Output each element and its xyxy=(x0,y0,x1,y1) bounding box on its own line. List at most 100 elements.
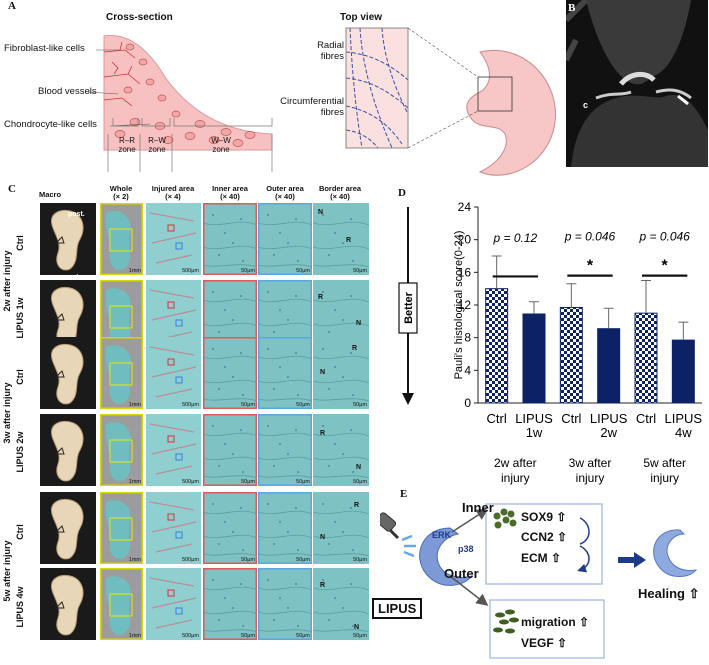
p38-label: p38 xyxy=(458,544,474,554)
y-tick-label: 12 xyxy=(458,298,472,312)
panel-label-c: C xyxy=(8,183,16,195)
scale-bar-label: 50μm xyxy=(353,479,367,485)
col-outer: Outer area (× 40) xyxy=(266,184,304,201)
scale-bar-label: 500μm xyxy=(182,557,199,563)
fibroblast-cluster-icon xyxy=(493,609,519,634)
cross-section-title: Cross-section xyxy=(106,12,173,23)
histology-tile: 50μm xyxy=(313,203,369,275)
scale-bar-label: 50μm xyxy=(241,268,255,274)
zone-ww-label: W–W zone xyxy=(211,136,231,154)
zone-brackets xyxy=(107,118,273,172)
scale-bar-label: 500μm xyxy=(182,402,199,408)
histology-tile: 50μm xyxy=(258,414,312,486)
x-tick-label: Ctrl xyxy=(487,411,507,426)
scale-bar-label: 50μm xyxy=(353,268,367,274)
y-tick-label: 0 xyxy=(464,396,471,410)
tissue-letter: N xyxy=(354,624,360,631)
scale-bar-label: 1mm xyxy=(128,557,141,563)
x-tick-label: Ctrl xyxy=(561,411,581,426)
tissue-letter: R xyxy=(320,430,326,437)
sox9-label: SOX9 ⇧ xyxy=(521,510,567,524)
y-tick-label: 8 xyxy=(464,331,471,345)
histology-tile: 500μm xyxy=(146,492,201,564)
x-tick-label: 2w xyxy=(600,425,617,440)
histology-tile: 1mm xyxy=(100,492,143,564)
blood-vessels-label: Blood vessels xyxy=(38,86,97,97)
better-arrow-head xyxy=(402,393,414,405)
histology-tile: 1mm xyxy=(100,337,143,409)
group-label: 2w after xyxy=(494,456,537,470)
histology-tile: 1mm xyxy=(100,568,143,640)
histology-tile: 50μm xyxy=(313,492,369,564)
scale-bar-label: 50μm xyxy=(296,633,310,639)
group-label: injury xyxy=(650,471,679,485)
histology-tile xyxy=(40,568,96,640)
inner-label: Inner xyxy=(462,500,494,515)
fibre-box xyxy=(345,27,409,149)
histology-tile: 50μm xyxy=(258,337,312,409)
scale-bar-label: 1mm xyxy=(128,268,141,274)
panel-label-a: A xyxy=(8,0,16,12)
panel-b-mri: B c xyxy=(566,0,708,167)
bar-chart: 0 4 8 12 16 20 24 Pauli's histological score(0-… xyxy=(398,200,702,485)
group-label-3w: 3w after injury xyxy=(2,382,12,444)
better-label: Better xyxy=(403,291,415,324)
zone-rw-label: R–W zone xyxy=(148,136,166,154)
scale-bar-label: 1mm xyxy=(128,402,141,408)
pathway-diagram xyxy=(380,503,698,659)
macro-ant-label: ant. xyxy=(68,274,81,281)
x-tick-label: 4w xyxy=(675,425,692,440)
scale-bar-label: 500μm xyxy=(182,479,199,485)
y-tick-label: 20 xyxy=(458,233,472,247)
tissue-letter: N xyxy=(320,369,326,376)
lipus-box: LIPUS xyxy=(372,598,423,619)
zoom-box xyxy=(477,76,513,112)
scale-bar-label: 50μm xyxy=(241,633,255,639)
scale-bar-label: 1mm xyxy=(128,479,141,485)
tissue-letter: R xyxy=(318,294,324,301)
y-tick-label: 16 xyxy=(458,265,472,279)
histology-tile: 50μm xyxy=(313,337,369,409)
vegf-label: VEGF ⇧ xyxy=(521,636,568,650)
histology-tile: 1mm xyxy=(100,414,143,486)
significance-star: * xyxy=(662,258,669,275)
scale-bar-label: 50μm xyxy=(241,557,255,563)
histology-tile: 50μm xyxy=(258,568,312,640)
histology-tile: 1mm xyxy=(100,203,143,275)
histology-tile: 500μm xyxy=(146,414,201,486)
row-label-ctrl-1: Ctrl xyxy=(15,235,25,251)
row-label-lipus2w: LIPUS 2w xyxy=(15,431,25,473)
scale-bar-label: 50μm xyxy=(353,633,367,639)
col-inner: Inner area (× 40) xyxy=(212,184,248,201)
bar xyxy=(671,339,695,404)
group-label: 3w after xyxy=(569,456,612,470)
row-label-ctrl-2: Ctrl xyxy=(15,369,25,385)
scale-bar-label: 50μm xyxy=(296,479,310,485)
histology-tile: 50μm xyxy=(203,203,257,275)
group-label: 5w after xyxy=(643,456,686,470)
histology-tile: 500μm xyxy=(146,203,201,275)
circumferential-label: Circumferential fibres xyxy=(280,96,344,118)
panel-label-d: D xyxy=(398,187,406,199)
healing-label: Healing ⇧ xyxy=(638,586,700,601)
chondrocyte-label: Chondrocyte-like cells xyxy=(4,119,97,130)
tissue-letter: R xyxy=(352,345,358,352)
macro-post-label: post. xyxy=(68,211,85,218)
scale-bar-label: 50μm xyxy=(353,402,367,408)
x-tick-label: LIPUS xyxy=(590,411,628,426)
meniscus-crescent-icon xyxy=(419,527,474,586)
tissue-letter: N xyxy=(320,534,326,541)
meniscus-schematic xyxy=(87,27,556,176)
blood-vessels xyxy=(103,41,141,107)
feedback-arrows xyxy=(580,517,590,570)
scale-bar-label: 50μm xyxy=(296,268,310,274)
histology-tile: 50μm xyxy=(203,568,257,640)
tissue-letter: R xyxy=(346,237,352,244)
histology-tile xyxy=(40,203,96,275)
histology-tile: 50μm xyxy=(313,568,369,640)
p-value-label: p = 0.046 xyxy=(638,229,690,243)
histology-tile: 50μm xyxy=(203,492,257,564)
p-value-label: p = 0.12 xyxy=(492,231,537,245)
histology-tile: 500μm xyxy=(146,337,201,409)
col-injured: Injured area (× 4) xyxy=(151,184,195,201)
